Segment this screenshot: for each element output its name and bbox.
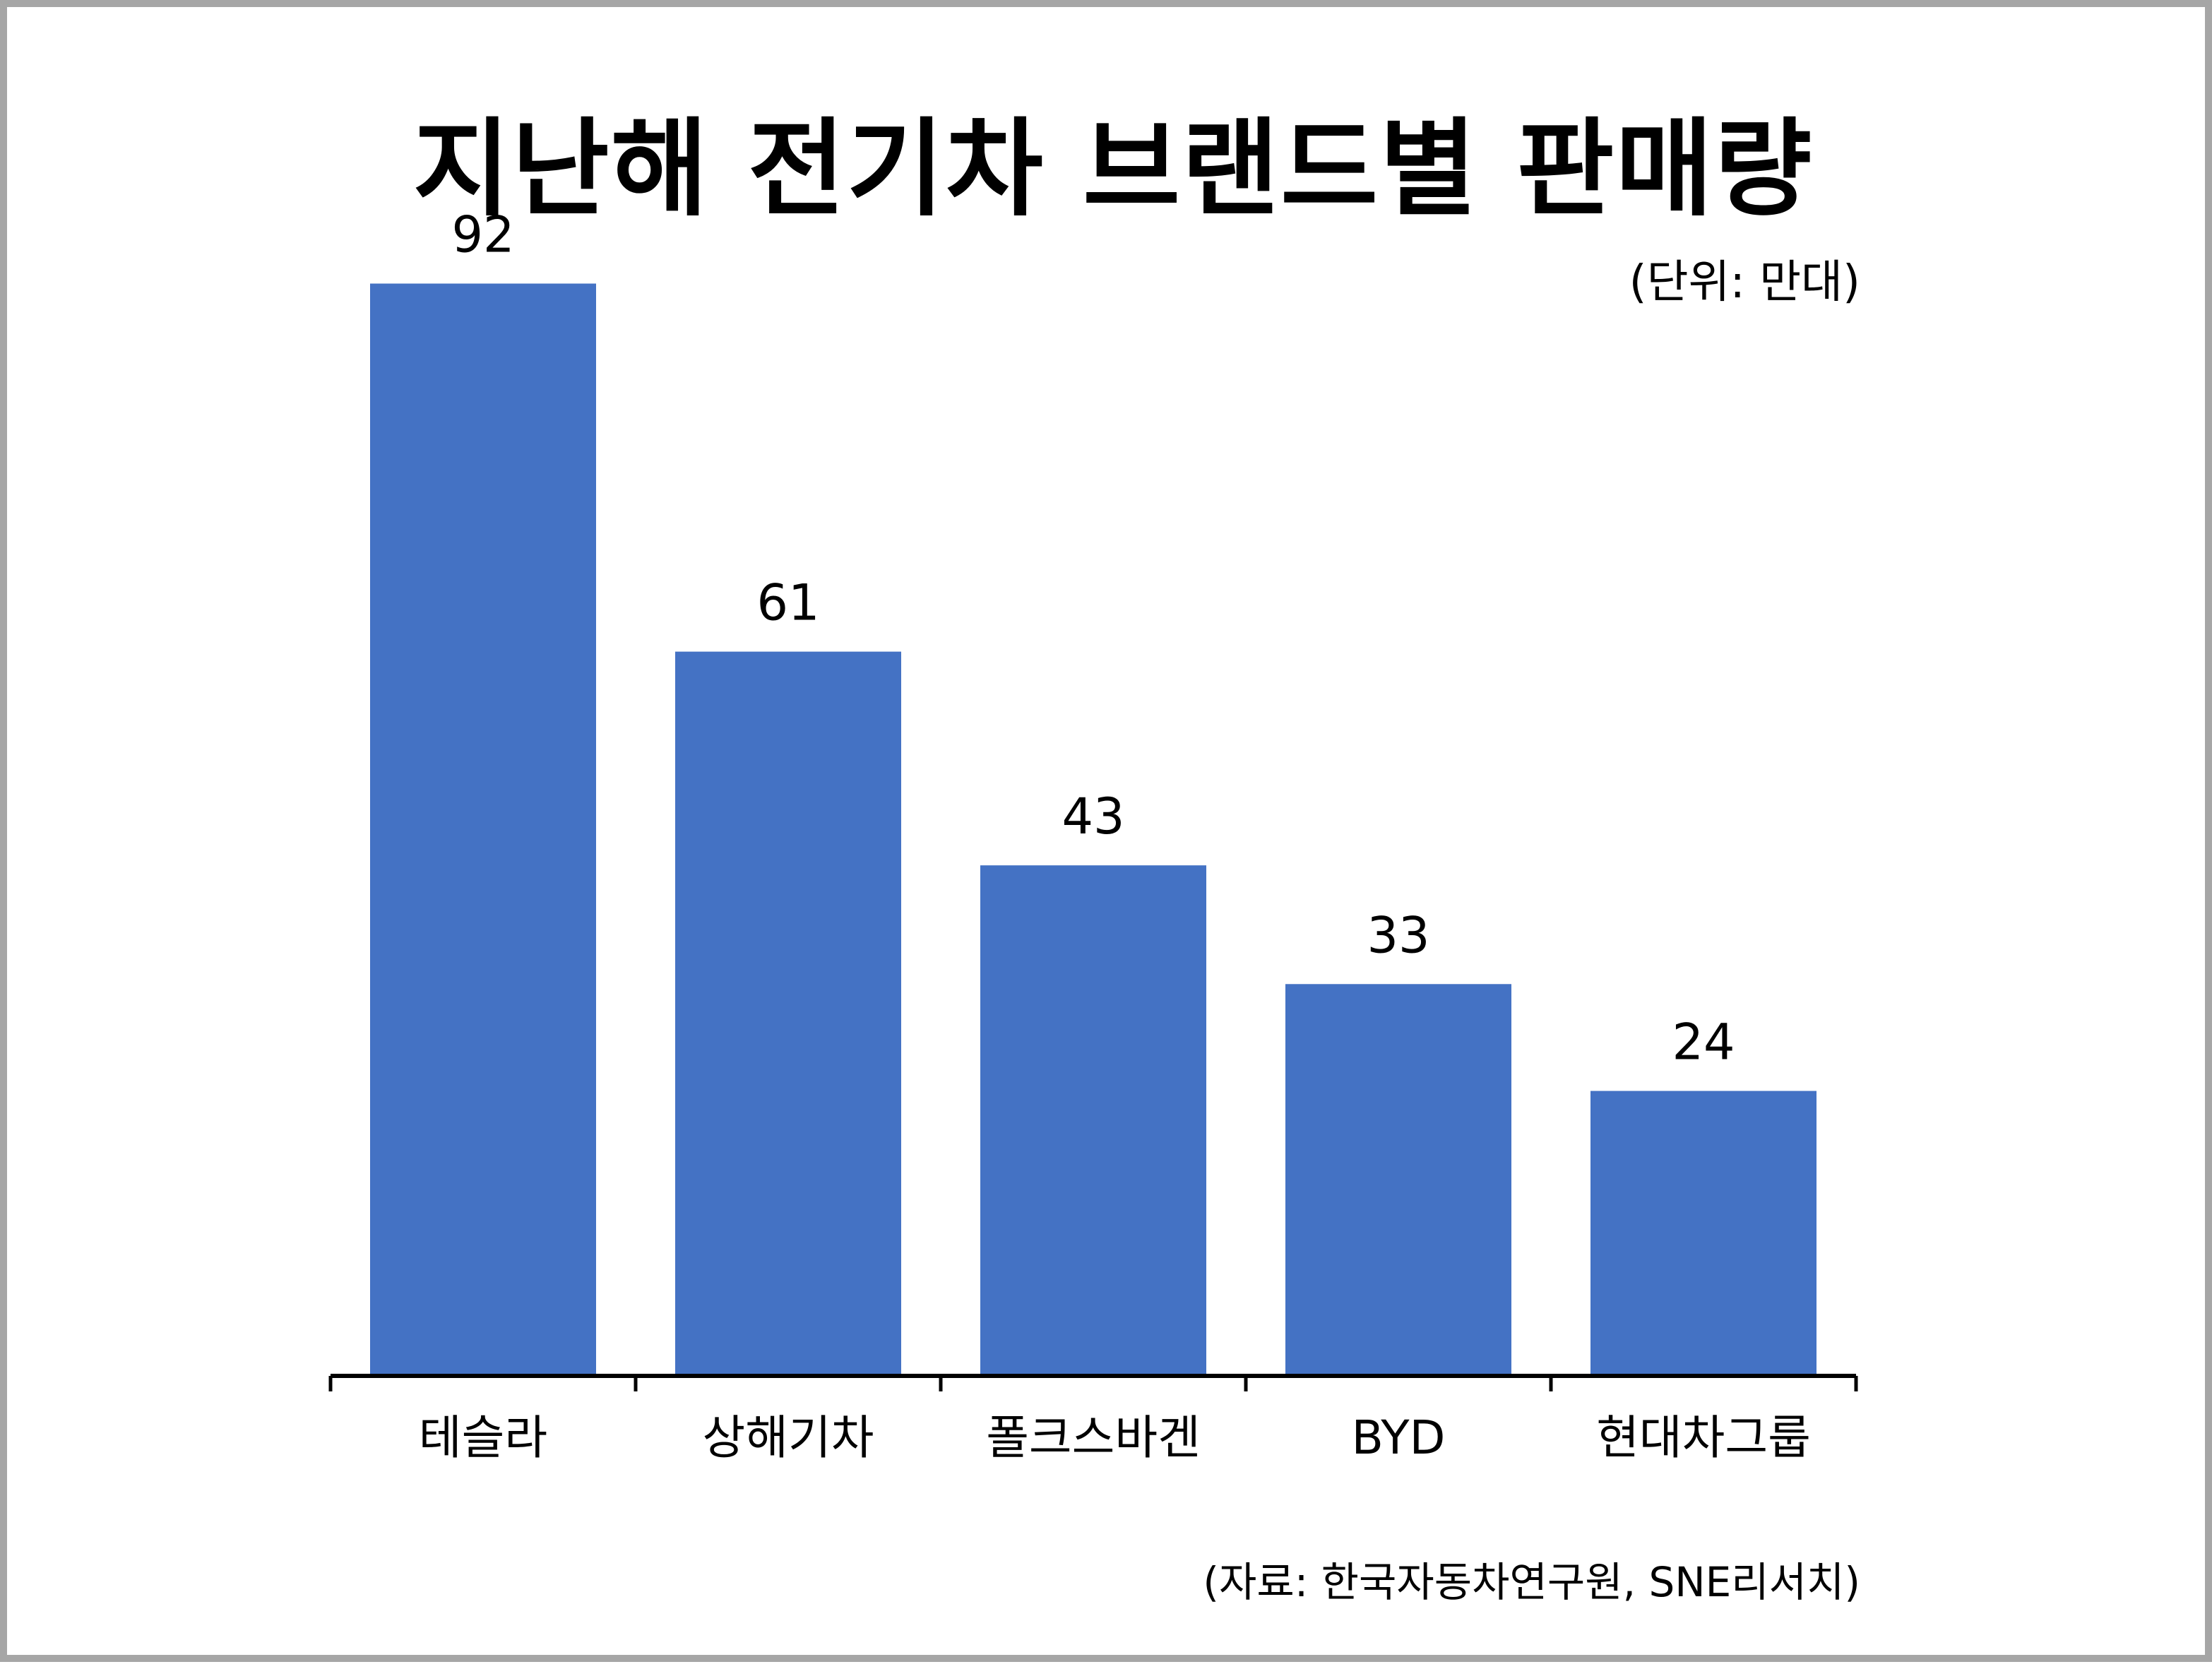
unit-note: (단위: 만대)	[1629, 256, 1860, 309]
bar-5	[1590, 1091, 1816, 1376]
bar-1	[370, 283, 596, 1377]
bar-chart: 92 테슬라 61 상해기차 43 폴크스바겐 33 BYD 24 현대차그룹	[328, 206, 1858, 1465]
category-label-4: BYD	[1352, 1410, 1446, 1465]
value-label-3: 43	[1062, 788, 1124, 845]
bar-4	[1285, 984, 1511, 1376]
value-label-4: 33	[1367, 906, 1429, 964]
source-note: (자료: 한국자동차연구원, SNE리서치)	[1203, 1558, 1860, 1606]
value-label-5: 24	[1672, 1014, 1735, 1071]
bar-2	[675, 651, 901, 1376]
category-label-3: 폴크스바겐	[986, 1410, 1201, 1465]
value-label-1: 92	[451, 206, 514, 263]
value-label-2: 61	[756, 574, 819, 632]
x-axis	[328, 1374, 1858, 1391]
chart-title: 지난해 전기차 브랜드별 판매량	[412, 108, 1814, 231]
category-label-5: 현대차그룹	[1596, 1410, 1811, 1465]
category-label-1: 테슬라	[419, 1410, 547, 1465]
bars-layer	[370, 283, 1816, 1377]
labels-layer: 92 테슬라 61 상해기차 43 폴크스바겐 33 BYD 24 현대차그룹	[419, 206, 1811, 1465]
bar-3	[980, 865, 1206, 1376]
category-label-2: 상해기차	[703, 1410, 874, 1465]
